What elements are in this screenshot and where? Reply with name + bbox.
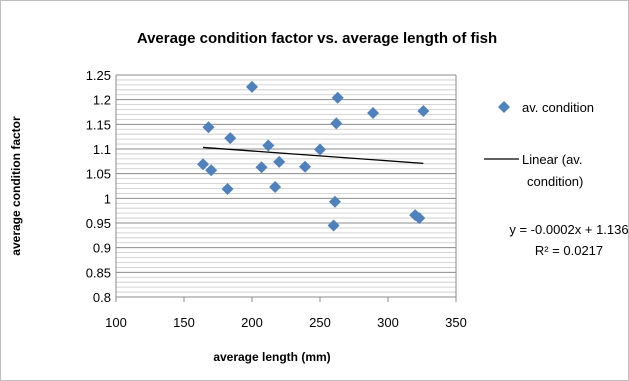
x-tick-label: 150: [173, 315, 195, 330]
y-tick-label: 1: [104, 191, 111, 206]
y-tick-label: 0.85: [86, 265, 111, 280]
y-tick-label: 0.9: [93, 241, 111, 256]
y-tick-label: 1.1: [93, 142, 111, 157]
y-tick-label: 0.8: [93, 290, 111, 305]
data-point: [262, 139, 275, 152]
data-point: [197, 158, 210, 171]
legend-label-linear-line1: Linear (av.: [522, 152, 582, 167]
legend: av. condition Linear (av. condition): [484, 100, 594, 189]
data-point: [255, 161, 268, 174]
data-point: [221, 182, 234, 195]
y-tick-label: 1.15: [86, 117, 111, 132]
legend-marker-av-condition: [498, 101, 510, 113]
grid-lines: [116, 74, 456, 298]
trendline-equation: y = -0.0002x + 1.136: [509, 222, 628, 237]
x-tick-label: 300: [377, 315, 399, 330]
data-point: [367, 106, 380, 119]
x-tick-label: 200: [241, 315, 263, 330]
data-point: [224, 132, 237, 145]
x-tick-label: 350: [445, 315, 467, 330]
data-point: [246, 80, 258, 93]
legend-label-av-condition: av. condition: [522, 100, 594, 115]
data-point: [269, 180, 282, 193]
y-tick-label: 1.05: [86, 167, 111, 182]
data-point: [417, 105, 430, 118]
data-point: [328, 195, 341, 208]
trendline-r-squared: R² = 0.0217: [535, 243, 603, 258]
y-tick-labels: 0.8 0.85 0.9 0.95 1 1.05 1.1 1.15 1.2 1.25: [86, 68, 111, 305]
x-tick-label: 250: [309, 315, 331, 330]
data-point: [413, 212, 426, 225]
x-axis-title: average length (mm): [213, 350, 330, 364]
data-point: [314, 143, 326, 156]
data-points: [197, 80, 430, 232]
data-point: [299, 160, 312, 173]
y-axis-title: average condition factor: [9, 116, 23, 256]
y-tick-label: 1.25: [86, 68, 111, 83]
trendline-layer: [202, 146, 424, 165]
data-point: [205, 164, 218, 177]
x-tick-labels: 100 150 200 250 300 350: [105, 315, 467, 330]
axes: [115, 75, 457, 302]
trendline-linear: [202, 146, 424, 165]
y-tick-label: 0.95: [86, 216, 111, 231]
legend-label-linear-line2: condition): [527, 174, 583, 189]
data-point: [273, 155, 286, 168]
data-point: [202, 121, 215, 134]
data-point: [331, 91, 344, 104]
data-point: [327, 219, 340, 232]
data-point: [330, 117, 343, 130]
y-tick-label: 1.2: [93, 93, 111, 108]
chart-title: Average condition factor vs. average len…: [137, 30, 497, 47]
x-tick-label: 100: [105, 315, 127, 330]
